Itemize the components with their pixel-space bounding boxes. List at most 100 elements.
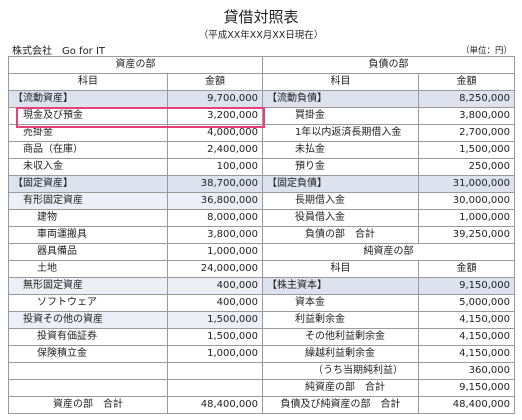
item-amount: 250,000 (418, 158, 515, 176)
item-amount: 3,800,000 (167, 226, 263, 244)
row: 資産の部 負債の部 (8, 56, 515, 74)
company: 株式会社 Go for IT (12, 46, 106, 57)
item-amount: 1,000,000 (167, 243, 263, 261)
item-label: 商品（在庫） (8, 141, 168, 159)
item-label: 土地 (8, 260, 168, 278)
total-label: 負債及び純資産の部 合計 (262, 396, 419, 414)
row: 器具備品 1,000,000 純資産の部 (8, 243, 515, 261)
empty-cell (8, 379, 168, 397)
item-amount: 8,250,000 (418, 90, 515, 108)
empty-cell (167, 379, 263, 397)
item-label: 長期借入金 (262, 192, 419, 210)
item-label: 投資その他の資産 (8, 311, 168, 329)
balance-sheet: 資産の部 負債の部 科目 金額 科目 金額 【流動資産】 9,700,000 【流動負債】 8,2… (8, 56, 515, 414)
item-amount: 9,700,000 (167, 90, 263, 108)
row: （うち当期純利益） 360,000 (8, 362, 515, 380)
item-label: 未収入金 (8, 158, 168, 176)
item-amount: 5,000,000 (418, 294, 515, 312)
item-label: 保険積立金 (8, 345, 168, 363)
row: 純資産の部 合計 9,150,000 (8, 379, 515, 397)
item-label: 器具備品 (8, 243, 168, 261)
item-label: 【流動負債】 (262, 90, 419, 108)
row: 未収入金 100,000 預り金 250,000 (8, 158, 515, 176)
item-amount: 31,000,000 (418, 175, 515, 193)
empty-cell (167, 362, 263, 380)
item-amount: 2,700,000 (418, 124, 515, 142)
item-amount: 4,150,000 (418, 345, 515, 363)
column-header: 科目 (262, 260, 419, 278)
item-amount: 30,000,000 (418, 192, 515, 210)
row: 売掛金 4,000,000 1年以内返済長期借入金 2,700,000 (8, 124, 515, 142)
row: ソフトウェア 400,000 資本金 5,000,000 (8, 294, 515, 312)
item-label: 未払金 (262, 141, 419, 159)
item-label: 資本金 (262, 294, 419, 312)
item-label: 【固定負債】 (262, 175, 419, 193)
item-label: その他利益剰余金 (262, 328, 419, 346)
total-amount: 9,150,000 (418, 379, 515, 397)
column-header: 科目 (262, 73, 419, 91)
row: 土地 24,000,000 科目 金額 (8, 260, 515, 278)
item-label: 1年以内返済長期借入金 (262, 124, 419, 142)
item-amount: 400,000 (167, 294, 263, 312)
item-amount: 100,000 (167, 158, 263, 176)
item-amount: 1,500,000 (418, 141, 515, 159)
column-header: 科目 (8, 73, 168, 91)
date: （平成XX年XX月XX日現在） (198, 30, 324, 41)
row: 車両運搬具 3,800,000 負債の部 合計 39,250,000 (8, 226, 515, 244)
item-amount: 38,700,000 (167, 175, 263, 193)
item-label: 利益剰余金 (262, 311, 419, 329)
item-amount: 360,000 (418, 362, 515, 380)
item-amount: 24,000,000 (167, 260, 263, 278)
item-amount: 1,500,000 (167, 311, 263, 329)
title: 貸借対照表 (223, 8, 299, 26)
item-label: 【株主資本】 (262, 277, 419, 295)
item-amount: 2,400,000 (167, 141, 263, 159)
total-amount: 48,400,000 (418, 396, 515, 414)
item-label: 預り金 (262, 158, 419, 176)
item-amount: 4,150,000 (418, 311, 515, 329)
item-label: 投資有価証券 (8, 328, 168, 346)
item-amount: 3,800,000 (418, 107, 515, 125)
total-label: 資産の部 合計 (8, 396, 168, 414)
item-label: 有形固定資産 (8, 192, 168, 210)
unit: （単位：円） (460, 46, 512, 56)
column-header: 金額 (167, 73, 263, 91)
total-amount: 48,400,000 (167, 396, 263, 414)
item-label: （うち当期純利益） (262, 362, 419, 380)
row: 保険積立金 1,000,000 繰越利益剰余金 4,150,000 (8, 345, 515, 363)
item-label: ソフトウェア (8, 294, 168, 312)
item-label: 車両運搬具 (8, 226, 168, 244)
column-header: 金額 (418, 73, 515, 91)
highlight-box (16, 107, 265, 128)
empty-cell (8, 362, 168, 380)
section-heading: 純資産の部 (262, 243, 515, 261)
item-amount: 1,000,000 (167, 345, 263, 363)
row: 建物 8,000,000 役員借入金 1,000,000 (8, 209, 515, 227)
item-label: 繰越利益剰余金 (262, 345, 419, 363)
item-amount: 36,800,000 (167, 192, 263, 210)
total-amount: 39,250,000 (418, 226, 515, 244)
row: 投資有価証券 1,500,000 その他利益剰余金 4,150,000 (8, 328, 515, 346)
item-amount: 9,150,000 (418, 277, 515, 295)
item-amount: 4,150,000 (418, 328, 515, 346)
row: 【流動資産】 9,700,000 【流動負債】 8,250,000 (8, 90, 515, 108)
item-amount: 400,000 (167, 277, 263, 295)
item-amount: 1,000,000 (418, 209, 515, 227)
row: 【固定資産】 38,700,000 【固定負債】 31,000,000 (8, 175, 515, 193)
column-header: 金額 (418, 260, 515, 278)
item-label: 役員借入金 (262, 209, 419, 227)
row: 無形固定資産 400,000 【株主資本】 9,150,000 (8, 277, 515, 295)
item-label: 【固定資産】 (8, 175, 168, 193)
total-label: 純資産の部 合計 (262, 379, 419, 397)
section-heading: 負債の部 (262, 56, 515, 74)
total-label: 負債の部 合計 (262, 226, 419, 244)
row: 有形固定資産 36,800,000 長期借入金 30,000,000 (8, 192, 515, 210)
item-amount: 1,500,000 (167, 328, 263, 346)
row: 科目 金額 科目 金額 (8, 73, 515, 91)
row: 商品（在庫） 2,400,000 未払金 1,500,000 (8, 141, 515, 159)
section-heading: 資産の部 (8, 56, 263, 74)
item-label: 建物 (8, 209, 168, 227)
item-label: 【流動資産】 (8, 90, 168, 108)
item-label: 買掛金 (262, 107, 419, 125)
